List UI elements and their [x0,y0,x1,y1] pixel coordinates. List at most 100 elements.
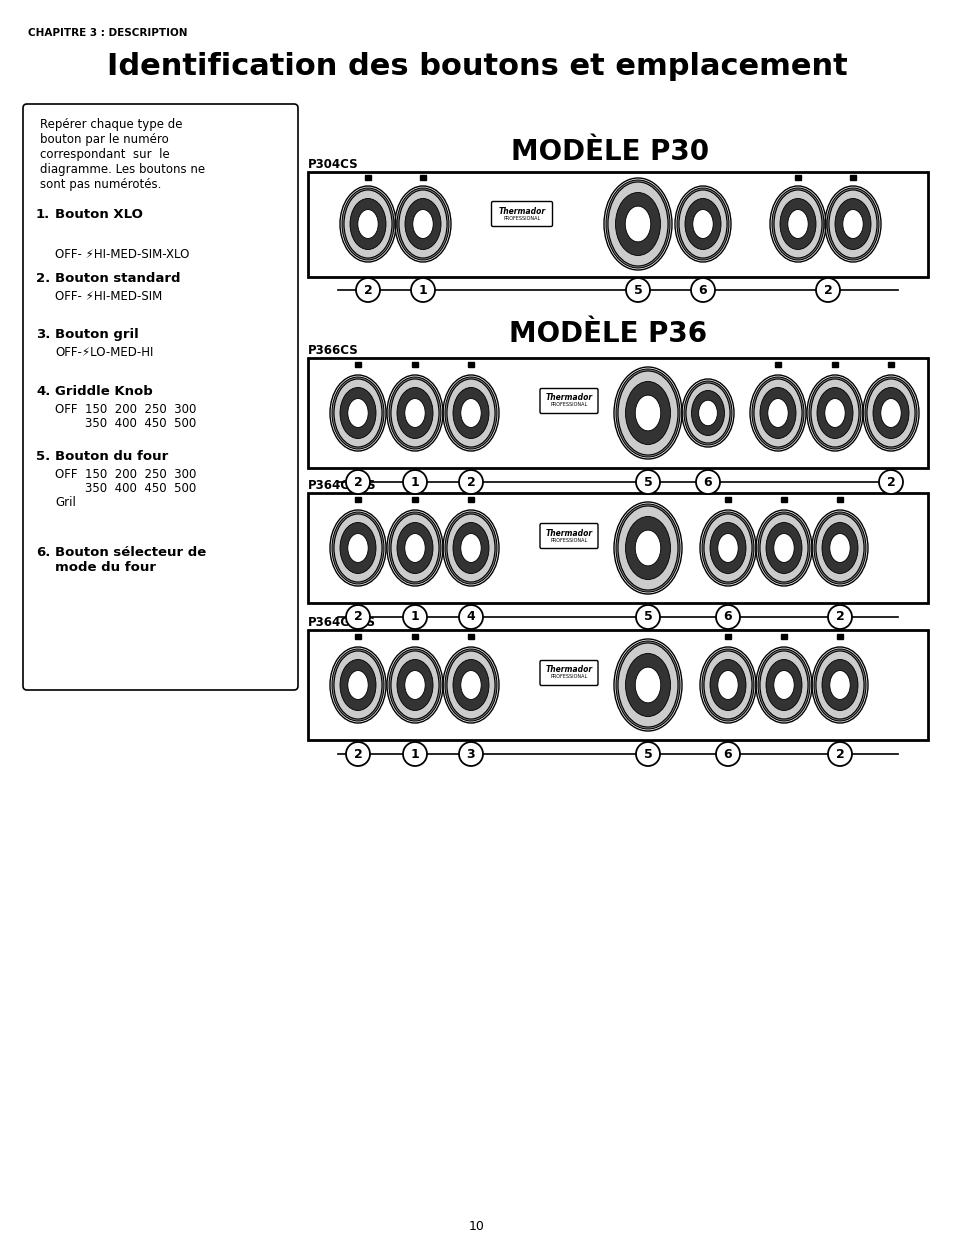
Ellipse shape [821,522,857,573]
Text: 1.: 1. [36,207,51,221]
Text: 2: 2 [822,284,832,296]
Ellipse shape [709,659,745,710]
Ellipse shape [396,388,433,438]
Ellipse shape [348,671,368,699]
Ellipse shape [332,377,384,450]
Text: 2.: 2. [36,272,51,285]
Bar [849,175,855,180]
Circle shape [716,605,740,629]
Ellipse shape [758,650,809,721]
Ellipse shape [625,653,670,716]
Bar [308,630,927,740]
Ellipse shape [683,382,731,445]
Circle shape [696,471,720,494]
Ellipse shape [866,379,914,447]
Ellipse shape [703,514,751,582]
Ellipse shape [396,188,449,261]
Text: sont pas numérotés.: sont pas numérotés. [40,178,161,191]
Circle shape [636,742,659,766]
Text: 6: 6 [703,475,712,489]
Text: OFF-⚡LO-MED-HI: OFF-⚡LO-MED-HI [55,346,153,359]
Ellipse shape [709,522,745,573]
Ellipse shape [339,659,375,710]
Circle shape [346,471,370,494]
Text: PROFESSIONAL: PROFESSIONAL [550,674,587,679]
Ellipse shape [828,190,876,258]
Text: Bouton standard: Bouton standard [55,272,180,285]
Ellipse shape [391,514,438,582]
Text: 10: 10 [469,1220,484,1233]
Text: Bouton gril: Bouton gril [55,329,138,341]
Bar [635,212,640,236]
Text: 2: 2 [354,610,362,624]
Ellipse shape [684,199,720,249]
Text: Griddle Knob: Griddle Knob [55,385,152,398]
Text: 4.: 4. [36,385,51,398]
Ellipse shape [880,399,901,427]
Ellipse shape [615,193,659,256]
Bar [355,362,360,367]
Bar [644,536,650,559]
Bar [724,634,730,638]
Text: Thermador: Thermador [545,529,592,537]
Circle shape [878,471,902,494]
Ellipse shape [616,641,679,729]
Text: P364GLCS: P364GLCS [308,616,375,629]
Ellipse shape [813,650,865,721]
Circle shape [355,278,379,303]
Text: OFF  150  200  250  300: OFF 150 200 250 300 [55,403,196,416]
Text: 2: 2 [363,284,372,296]
Ellipse shape [447,514,495,582]
Bar [781,496,786,501]
Ellipse shape [605,180,669,268]
Ellipse shape [341,188,394,261]
Text: 1: 1 [410,747,419,761]
Bar [468,496,474,501]
Text: 5.: 5. [36,450,51,463]
Ellipse shape [824,399,844,427]
Bar [725,538,730,557]
Ellipse shape [841,210,862,238]
Ellipse shape [765,659,801,710]
Ellipse shape [787,210,807,238]
Ellipse shape [404,399,425,427]
Bar [781,676,785,694]
Bar [775,404,780,422]
Ellipse shape [398,190,447,258]
Bar [308,172,927,277]
Bar [468,362,474,367]
Ellipse shape [677,188,728,261]
Bar [644,401,650,425]
FancyBboxPatch shape [539,524,598,548]
Text: 350  400  450  500: 350 400 450 500 [55,482,196,495]
Ellipse shape [771,188,823,261]
Bar [412,362,417,367]
Ellipse shape [624,206,650,242]
Ellipse shape [444,650,497,721]
Ellipse shape [767,399,787,427]
Ellipse shape [773,190,821,258]
Ellipse shape [808,377,861,450]
Bar [781,538,785,557]
Bar [468,538,473,557]
Ellipse shape [635,395,660,431]
Ellipse shape [701,650,753,721]
Ellipse shape [815,651,863,719]
Text: 2: 2 [835,747,843,761]
Text: CHAPITRE 3 : DESCRIPTION: CHAPITRE 3 : DESCRIPTION [28,28,188,38]
Circle shape [827,605,851,629]
Text: P364GECS: P364GECS [308,479,376,492]
Ellipse shape [344,190,392,258]
Text: 3: 3 [466,747,475,761]
Bar [355,404,360,422]
Text: Identification des boutons et emplacement: Identification des boutons et emplacemen… [107,52,846,82]
Ellipse shape [758,513,809,584]
Ellipse shape [753,379,801,447]
Text: bouton par le numéro: bouton par le numéro [40,133,169,146]
Text: 2: 2 [466,475,475,489]
Text: 6: 6 [723,747,732,761]
Ellipse shape [348,534,368,562]
Ellipse shape [826,188,878,261]
Circle shape [346,742,370,766]
Text: OFF  150  200  250  300: OFF 150 200 250 300 [55,468,196,480]
